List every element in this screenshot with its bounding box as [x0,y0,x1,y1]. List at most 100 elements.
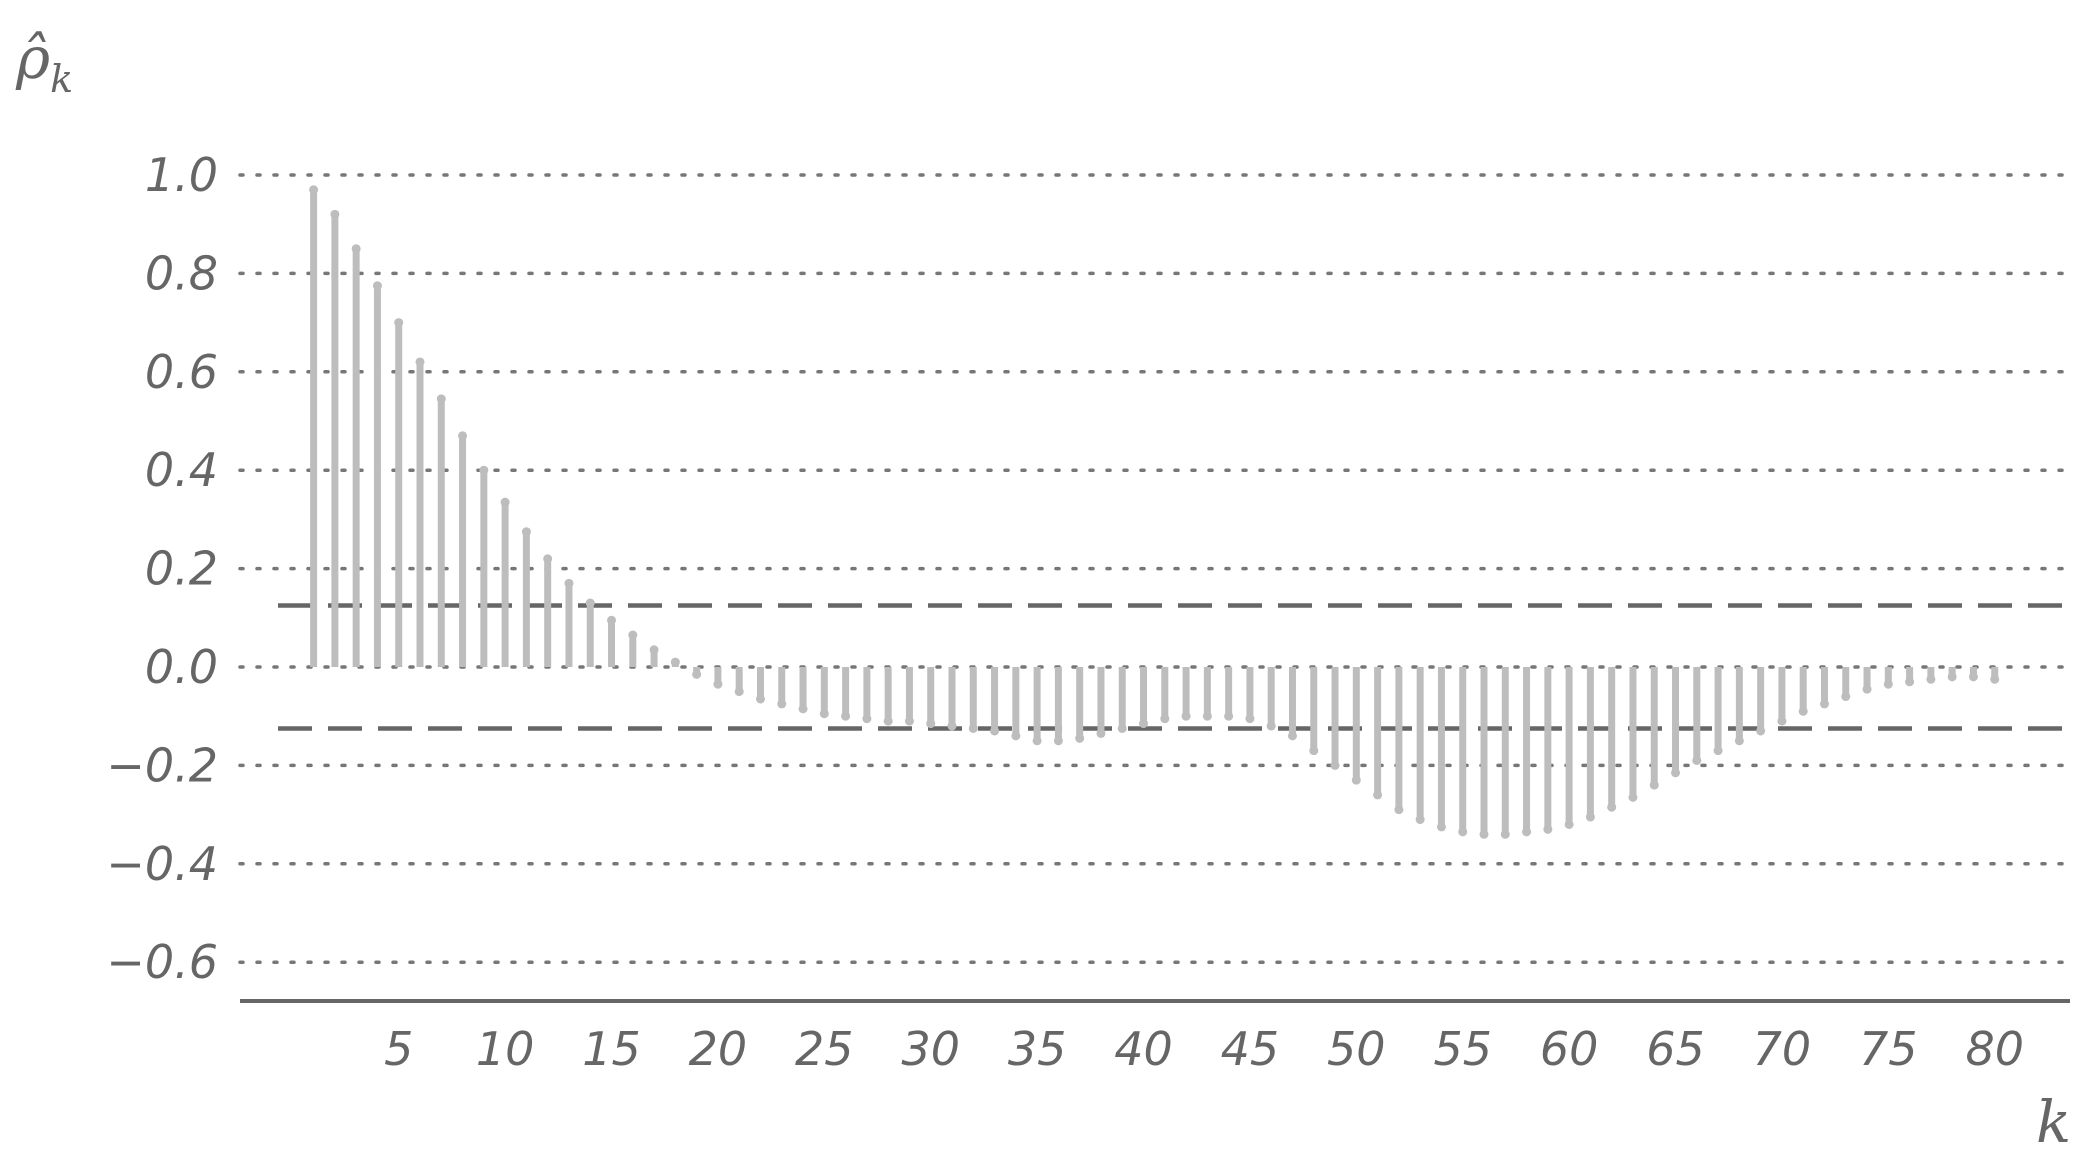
acf-point [1543,824,1553,834]
x-tick-label: 20 [689,1022,748,1076]
acf-point [755,694,765,704]
acf-point [1734,736,1744,746]
y-tick-label: 0.4 [145,443,218,497]
acf-point [1947,672,1957,682]
acf-point [1458,827,1468,837]
acf-point [670,657,680,667]
grid-lines [238,173,2072,964]
acf-point [947,721,957,731]
acf-point [1968,672,1978,682]
acf-point [1330,760,1340,770]
acf-point [415,357,425,367]
acf-point [1287,731,1297,741]
x-tick-label: 25 [795,1022,854,1076]
acf-point [990,726,1000,736]
acf-point [1245,714,1255,724]
acf-point [1351,775,1361,785]
acf-point [1500,829,1510,839]
acf-point [1032,736,1042,746]
acf-point [585,598,595,608]
acf-point [1011,731,1021,741]
y-tick-label: 0.8 [145,246,218,300]
acf-point [607,615,617,625]
acf-point [1117,724,1127,733]
y-tick-label: 0.0 [145,640,218,694]
acf-point [1224,711,1234,721]
acf-point [330,209,340,219]
x-tick-label: 30 [901,1022,960,1076]
y-tick-labels: 1.0 0.8 0.6 0.4 0.2 0.0 −0.2 −0.4 −0.6 [106,148,218,989]
acf-point [543,554,553,564]
acf-point [628,630,638,640]
acf-points [309,185,2000,839]
acf-point [1649,780,1659,790]
x-tick-label: 55 [1433,1022,1492,1076]
acf-point [841,711,851,721]
acf-point [1181,711,1191,721]
y-tick-label: 1.0 [145,148,218,202]
acf-point [1926,674,1936,684]
x-tick-label: 80 [1965,1022,2024,1076]
acf-point [1798,706,1808,716]
x-tick-label: 50 [1327,1022,1386,1076]
x-tick-label: 60 [1540,1022,1599,1076]
acf-point [1692,755,1702,765]
acf-point [436,394,446,404]
acf-point [1905,677,1915,687]
acf-point [649,645,659,655]
x-tick-label: 40 [1114,1022,1173,1076]
acf-point [1309,746,1319,756]
acf-point [564,578,574,588]
acf-point [309,185,319,195]
acf-point [1373,790,1383,800]
acf-point [479,465,489,475]
acf-point [521,527,531,537]
acf-point [819,709,829,719]
acf-point [458,431,468,441]
acf-point [1075,733,1085,743]
x-tick-label: 15 [582,1022,641,1076]
acf-point [1777,716,1787,726]
acf-point [1756,726,1766,736]
acf-point [1139,719,1149,729]
acf-bars [310,189,1999,835]
x-tick-label: 10 [476,1022,535,1076]
acf-point [1266,721,1276,731]
x-axis-title: k [2036,1088,2071,1156]
x-tick-label: 35 [1008,1022,1067,1076]
acf-point [1415,815,1425,825]
x-tick-label: 70 [1753,1022,1812,1076]
acf-point [1585,812,1595,822]
acf-point [1053,736,1063,746]
acf-point [904,716,914,726]
y-tick-label: 0.2 [145,542,218,596]
acf-point [862,714,872,724]
acf-point [1713,746,1723,756]
acf-point [1671,768,1681,778]
y-tick-label: 0.6 [145,345,218,399]
acf-point [734,687,744,697]
acf-point [372,281,382,291]
acf-point [1628,792,1638,802]
acf-point [1202,711,1212,721]
acf-point [394,318,404,328]
acf-point [1990,674,2000,684]
x-tick-label: 65 [1646,1022,1705,1076]
acf-point [798,704,808,714]
acf-point [1883,679,1893,689]
acf-point [926,719,936,729]
acf-point [351,244,361,254]
x-tick-label: 75 [1859,1022,1918,1076]
acf-point [883,716,893,726]
acf-point [500,497,510,507]
x-tick-label: 5 [384,1022,413,1076]
acf-point [713,679,723,689]
acf-point [1479,829,1489,839]
acf-point [1096,728,1106,738]
y-axis-title: ρ̂k [15,24,73,101]
y-axis-title-subscript: k [50,57,73,101]
acf-point [1819,699,1829,709]
acf-point [1862,684,1872,694]
acf-point [1160,714,1170,724]
y-axis-title-main: ρ̂ [15,24,50,92]
